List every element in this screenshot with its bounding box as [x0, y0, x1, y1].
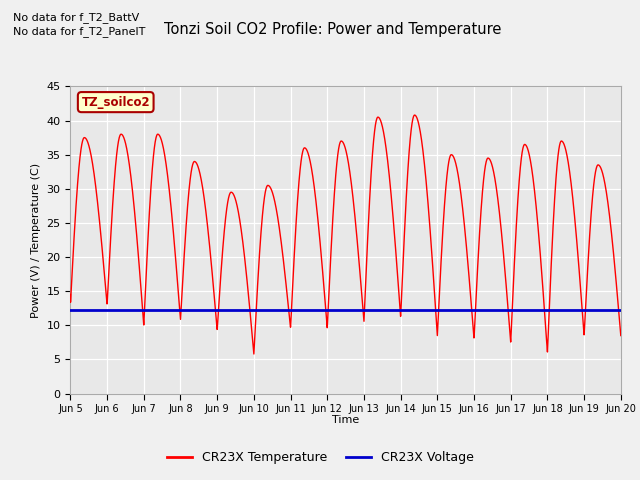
Y-axis label: Power (V) / Temperature (C): Power (V) / Temperature (C): [31, 162, 41, 318]
Legend: CR23X Temperature, CR23X Voltage: CR23X Temperature, CR23X Voltage: [161, 446, 479, 469]
Text: Tonzi Soil CO2 Profile: Power and Temperature: Tonzi Soil CO2 Profile: Power and Temper…: [164, 22, 502, 36]
Text: TZ_soilco2: TZ_soilco2: [81, 96, 150, 108]
X-axis label: Time: Time: [332, 415, 359, 425]
Text: No data for f_T2_BattV: No data for f_T2_BattV: [13, 12, 139, 23]
Text: No data for f_T2_PanelT: No data for f_T2_PanelT: [13, 26, 145, 37]
